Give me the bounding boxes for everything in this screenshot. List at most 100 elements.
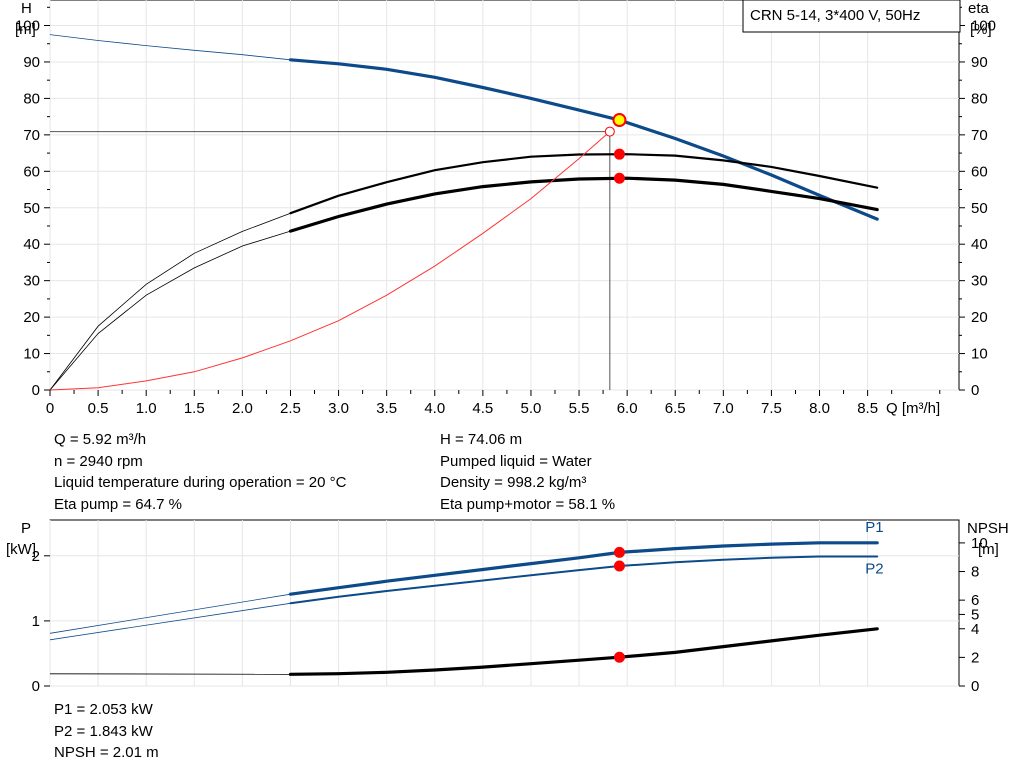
eta-tick-label: 70 (971, 127, 988, 144)
eta-axis-label: eta (968, 0, 990, 17)
chart-title: CRN 5-14, 3*400 V, 50Hz (750, 7, 920, 24)
p2-curve-extrapolated (49, 602, 291, 641)
speed-value: n = 2940 rpm (54, 452, 143, 470)
power-axis-label: P (21, 520, 31, 537)
head-tick-label: 100 (15, 18, 40, 35)
head-efficiency-curves (49, 34, 879, 391)
x-tick-label: 0 (46, 400, 54, 417)
eta-tick-label: 60 (971, 163, 988, 180)
eta-tick-label: 40 (971, 236, 988, 253)
head-tick-label: 0 (32, 382, 40, 399)
eta-tick-label: 100 (971, 18, 996, 35)
eta_pump-curve-extrapolated (49, 212, 291, 391)
head-tick-label: 90 (23, 54, 40, 71)
head-tick-label: 60 (23, 163, 40, 180)
p1-series-label: P1 (865, 519, 883, 536)
power-tick-label: 1 (32, 613, 40, 630)
x-tick-label: 5.5 (569, 400, 590, 417)
eta-tick-label: 80 (971, 90, 988, 107)
x-tick-label: 2.0 (232, 400, 253, 417)
head-value: H = 74.06 m (440, 431, 523, 448)
liquid-temperature-value: Liquid temperature during operation = 20… (54, 474, 347, 491)
head-tick-label: 40 (23, 236, 40, 253)
duty-info-right: H = 74.06 m Pumped liquid = Water Densit… (440, 429, 615, 515)
pumped-liquid-value: Pumped liquid = Water (440, 452, 592, 470)
flow-axis-label: Q [m³/h] (886, 400, 940, 417)
power-tick-label: 2 (32, 548, 40, 565)
power-npsh-plot-area (49, 519, 960, 687)
x-tick-label: 6.5 (665, 400, 686, 417)
npsh-duty-marker (613, 651, 625, 663)
power-info: P1 = 2.053 kW P2 = 1.843 kW NPSH = 2.01 … (54, 699, 159, 764)
x-tick-label: 3.5 (376, 400, 397, 417)
head-tick-label: 30 (23, 273, 40, 290)
x-tick-label: 7.0 (713, 400, 734, 417)
H-curve-extrapolated (49, 34, 291, 61)
npsh-curve-extrapolated (49, 673, 291, 675)
power-npsh-grid (49, 520, 959, 687)
head-tick-label: 10 (23, 346, 40, 363)
p1-duty-marker (613, 546, 625, 558)
x-tick-label: 4.0 (424, 400, 445, 417)
system-curve (49, 131, 611, 391)
eta-axis-unit: [%] (970, 21, 992, 38)
x-tick-label: 7.5 (761, 400, 782, 417)
required-point-marker (604, 126, 615, 137)
head-axis-label: H (21, 0, 32, 17)
duty-info-left: Q = 5.92 m³/h n = 2940 rpm Liquid temper… (54, 429, 346, 515)
duty-point-marker (612, 113, 627, 128)
title-box (742, 0, 961, 33)
npsh-tick-label: 0 (971, 678, 979, 695)
eta-pump-duty-marker (613, 148, 625, 160)
npsh-axis-label: NPSH (967, 520, 1009, 537)
npsh-tick-label: 5 (971, 606, 979, 623)
p2-duty-marker (613, 560, 625, 572)
npsh-axis-unit: [m] (978, 541, 999, 558)
eta_total-curve (288, 176, 879, 233)
p1-curve-extrapolated (49, 593, 291, 634)
x-tick-label: 1.0 (136, 400, 157, 417)
p2-value: P2 = 1.843 kW (54, 722, 153, 740)
x-tick-label: 1.5 (184, 400, 205, 417)
x-tick-label: 0.5 (88, 400, 109, 417)
x-tick-label: 4.5 (472, 400, 493, 417)
power-axis-unit: [kW] (6, 541, 36, 558)
power-npsh-curves: P1 P2 (49, 519, 884, 676)
npsh-tick-label: 10 (971, 535, 988, 552)
eta-tick-label: 10 (971, 346, 988, 363)
eta-pump-value: Eta pump = 64.7 % (54, 495, 182, 513)
npsh-tick-label: 6 (971, 592, 979, 609)
eta-tick-label: 20 (971, 309, 988, 326)
eta_pump-curve (289, 153, 879, 215)
p1-value: P1 = 2.053 kW (54, 701, 153, 718)
power-npsh-axes: 0 1 2 0 2 456 8 10 (32, 535, 988, 695)
x-tick-label: 6.0 (617, 400, 638, 417)
flow-value: Q = 5.92 m³/h (54, 431, 147, 448)
head-tick-label: 50 (23, 200, 40, 217)
p2-series-label: P2 (865, 560, 883, 577)
eta_total-curve-extrapolated (49, 230, 291, 391)
eta-tick-label: 50 (971, 200, 988, 217)
x-tick-label: 2.5 (280, 400, 301, 417)
head-tick-label: 20 (23, 309, 40, 326)
eta-total-duty-marker (613, 172, 625, 184)
x-tick-label: 8.0 (809, 400, 830, 417)
eta-tick-label: 90 (971, 54, 988, 71)
x-tick-label: 3.0 (328, 400, 349, 417)
head-tick-label: 80 (23, 90, 40, 107)
npsh-tick-label: 4 (971, 621, 979, 638)
power-tick-label: 0 (32, 678, 40, 695)
x-tick-label: 5.0 (521, 400, 542, 417)
npsh-tick-label: 8 (971, 564, 979, 581)
eta-pump-motor-value: Eta pump+motor = 58.1 % (440, 495, 616, 513)
npsh-value: NPSH = 2.01 m (54, 744, 159, 761)
npsh-tick-label: 2 (971, 649, 979, 666)
head-efficiency-axes: 0 0.5 1.0 1.5 2.0 2.5 3.0 3.5 4.0 4.5 5.0 5.5 6.0 6.5… (15, 6, 996, 417)
head-tick-label: 70 (23, 127, 40, 144)
head-axis-unit: [m] (15, 21, 36, 38)
x-tick-label: 8.5 (857, 400, 878, 417)
eta-tick-label: 30 (971, 273, 988, 290)
p1-curve (288, 541, 879, 596)
npsh-curve (288, 627, 879, 676)
